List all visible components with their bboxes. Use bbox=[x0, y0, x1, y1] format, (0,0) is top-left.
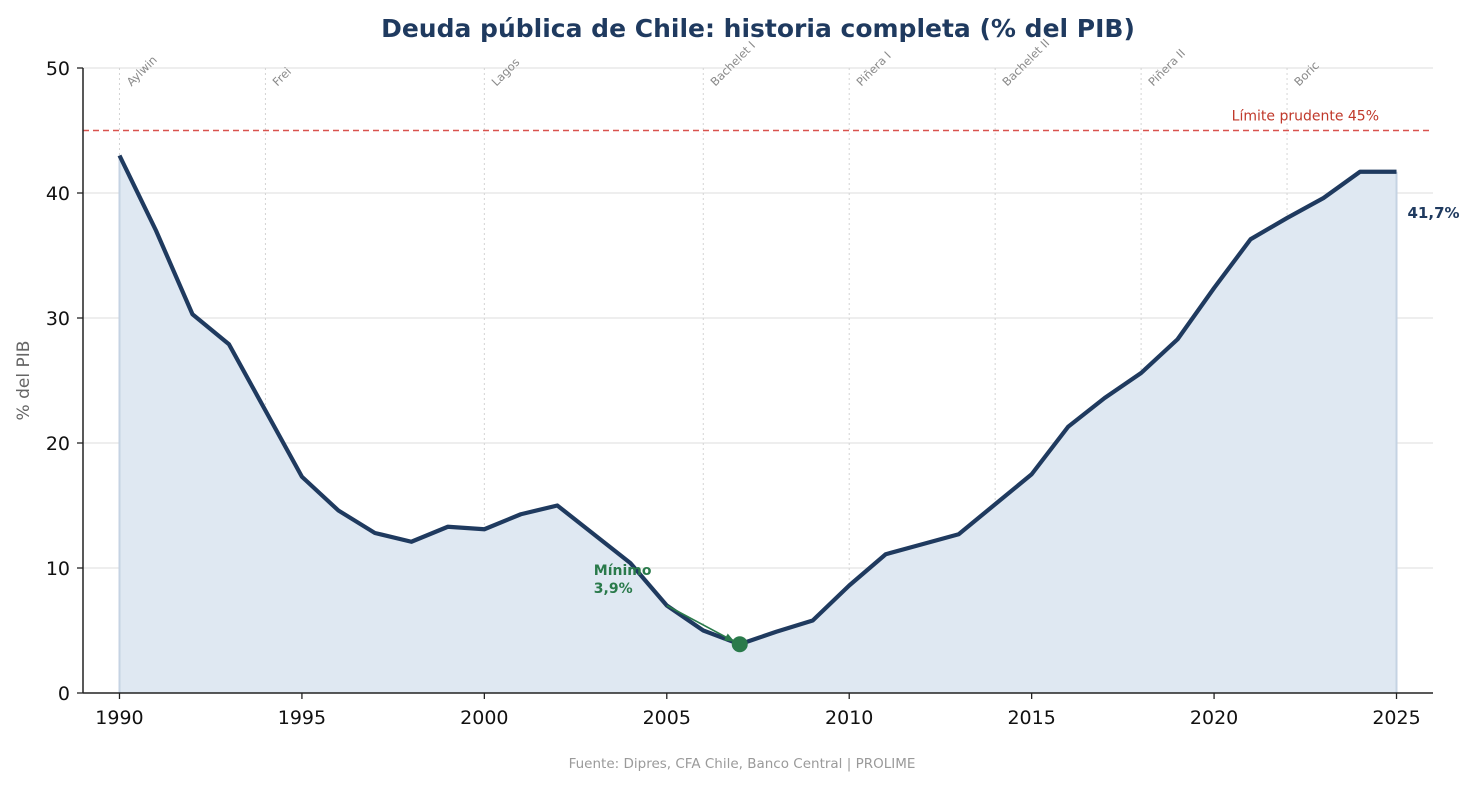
reference-layer: Límite prudente 45% bbox=[83, 109, 1433, 132]
y-tick-label: 50 bbox=[46, 58, 70, 80]
annotation-layer: Mínimo 3,9% 41,7% bbox=[594, 204, 1460, 653]
reference-line-label: Límite prudente 45% bbox=[1232, 109, 1379, 125]
x-tick-label: 2005 bbox=[643, 707, 691, 729]
y-tick-label: 40 bbox=[46, 183, 70, 205]
series-layer bbox=[117, 154, 1398, 693]
minimum-marker bbox=[731, 636, 748, 653]
y-tick-label: 10 bbox=[46, 558, 70, 580]
x-tick-label: 2015 bbox=[1007, 707, 1055, 729]
x-tick-label: 2000 bbox=[460, 707, 508, 729]
era-label: Bachelet II bbox=[999, 36, 1052, 89]
x-tick-label: 1990 bbox=[95, 707, 143, 729]
era-label: Piñera I bbox=[853, 49, 893, 89]
era-label: Aylwin bbox=[124, 53, 160, 89]
x-tick-label: 2010 bbox=[825, 707, 873, 729]
x-tick-label: 1995 bbox=[278, 707, 326, 729]
era-label: Bachelet I bbox=[707, 38, 758, 89]
era-label: Boric bbox=[1291, 58, 1322, 89]
axes-layer: 0 10 20 30 40 50 1990 1995 2000 2005 2010 2015 2020 2… bbox=[46, 58, 1433, 729]
chart-title: Deuda pública de Chile: historia complet… bbox=[381, 14, 1135, 43]
y-tick-label: 0 bbox=[58, 683, 70, 705]
x-tick-label: 2020 bbox=[1190, 707, 1238, 729]
x-tick-label: 2025 bbox=[1372, 707, 1420, 729]
end-value-label: 41,7% bbox=[1408, 204, 1460, 222]
y-tick-label: 30 bbox=[46, 308, 70, 330]
debt-area bbox=[119, 155, 1397, 693]
era-label: Lagos bbox=[489, 55, 523, 89]
y-tick-label: 20 bbox=[46, 433, 70, 455]
minimum-arrow bbox=[666, 604, 735, 642]
y-axis-label: % del PIB bbox=[14, 341, 34, 421]
debt-line bbox=[117, 154, 1397, 647]
minimum-label-title: Mínimo bbox=[594, 563, 652, 579]
source-note: Fuente: Dipres, CFA Chile, Banco Central… bbox=[569, 756, 916, 772]
minimum-label-value: 3,9% bbox=[594, 581, 633, 597]
